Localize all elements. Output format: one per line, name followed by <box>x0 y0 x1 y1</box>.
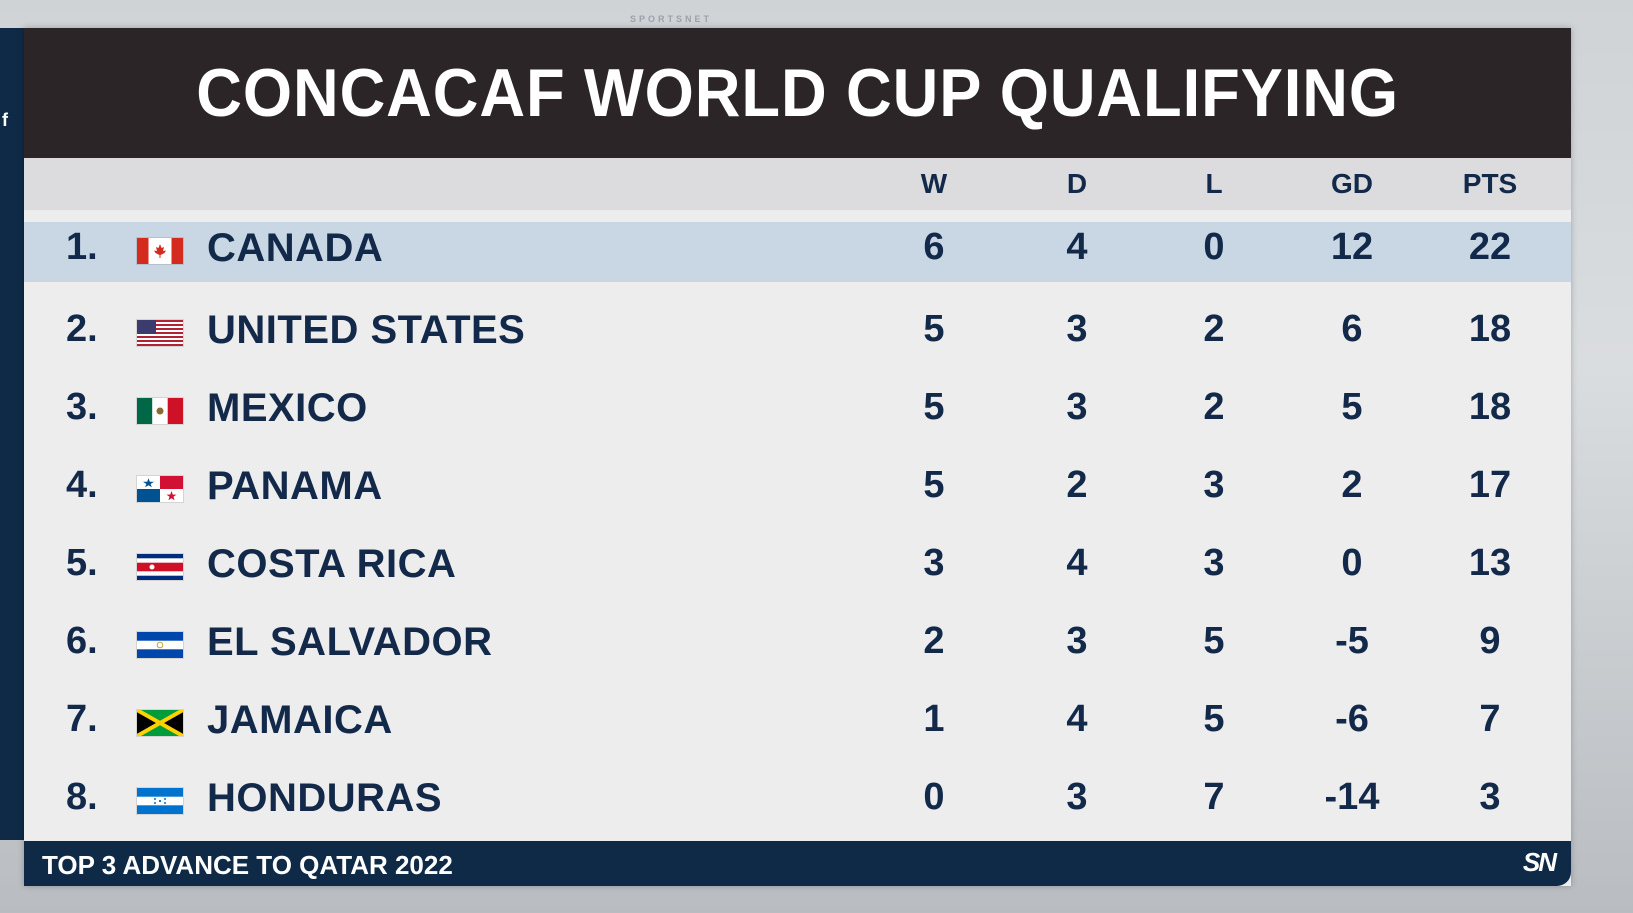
team-points: 9 <box>1479 620 1501 662</box>
team-rank: 6. <box>66 620 98 662</box>
column-header-l: L <box>1205 168 1223 199</box>
team-name: CANADA <box>207 226 384 270</box>
table-row: 7. JAMAICA 1 4 5 -6 7 <box>24 690 1571 768</box>
panama-flag-icon <box>137 476 183 502</box>
team-name: MEXICO <box>207 386 368 430</box>
team-points: 3 <box>1479 776 1501 818</box>
team-goal-difference: 12 <box>1330 226 1374 268</box>
team-draws: 4 <box>1066 698 1088 740</box>
team-rank: 1. <box>66 226 98 268</box>
team-wins: 5 <box>923 308 945 350</box>
team-goal-difference: -6 <box>1335 698 1369 740</box>
team-losses: 5 <box>1203 698 1225 740</box>
column-header-d: D <box>1066 168 1088 199</box>
honduras-flag-icon <box>137 788 183 814</box>
table-row: 3. MEXICO 5 3 2 5 18 <box>24 378 1571 456</box>
team-name: HONDURAS <box>207 776 443 820</box>
team-name: JAMAICA <box>207 698 393 742</box>
usa-flag-icon <box>137 320 183 346</box>
page-title: CONCACAF WORLD CUP QUALIFYING <box>196 55 1399 131</box>
team-wins: 5 <box>923 386 945 428</box>
sn-logo: SN <box>1522 847 1557 877</box>
jamaica-flag-icon <box>137 710 183 736</box>
team-wins: 5 <box>923 464 945 506</box>
team-draws: 2 <box>1066 464 1088 506</box>
team-name: COSTA RICA <box>207 542 457 586</box>
footer-note: TOP 3 ADVANCE TO QATAR 2022 <box>42 850 453 880</box>
team-losses: 0 <box>1203 226 1225 268</box>
table-row: 6. EL SALVADOR 2 3 5 -5 9 <box>24 612 1571 690</box>
team-name: UNITED STATES <box>207 308 526 352</box>
watermark: SPORTSNET <box>630 14 713 24</box>
team-losses: 2 <box>1203 386 1225 428</box>
team-wins: 1 <box>923 698 945 740</box>
left-side-panel: f <box>0 28 24 840</box>
table-row: 4. PANAMA 5 2 3 2 17 <box>24 456 1571 534</box>
team-points: 22 <box>1468 226 1512 268</box>
team-rank: 7. <box>66 698 98 740</box>
standings-table: 1. CANADA 6 4 0 12 22 2. <box>24 222 1571 846</box>
team-points: 13 <box>1468 542 1512 584</box>
team-wins: 3 <box>923 542 945 584</box>
team-wins: 0 <box>923 776 945 818</box>
title-bar: CONCACAF WORLD CUP QUALIFYING <box>24 28 1571 158</box>
table-row: 8. HONDURAS 0 3 7 -14 3 <box>24 768 1571 846</box>
team-rank: 3. <box>66 386 98 428</box>
team-points: 17 <box>1468 464 1512 506</box>
team-draws: 3 <box>1066 308 1088 350</box>
standings-board: CONCACAF WORLD CUP QUALIFYING W D L GD P… <box>24 28 1571 886</box>
table-row: 1. CANADA 6 4 0 12 22 <box>24 222 1571 282</box>
team-draws: 3 <box>1066 776 1088 818</box>
team-losses: 3 <box>1203 464 1225 506</box>
team-rank: 5. <box>66 542 98 584</box>
costa-rica-flag-icon <box>137 554 183 580</box>
team-draws: 3 <box>1066 620 1088 662</box>
team-losses: 5 <box>1203 620 1225 662</box>
team-goal-difference: 5 <box>1341 386 1363 428</box>
team-points: 7 <box>1479 698 1501 740</box>
team-name: PANAMA <box>207 464 383 508</box>
team-goal-difference: -5 <box>1335 620 1369 662</box>
team-losses: 3 <box>1203 542 1225 584</box>
team-goal-difference: 0 <box>1341 542 1363 584</box>
column-header-pts: PTS <box>1462 168 1518 199</box>
column-header-gd: GD <box>1331 168 1373 199</box>
column-header-w: W <box>920 168 948 199</box>
team-goal-difference: 6 <box>1341 308 1363 350</box>
team-losses: 2 <box>1203 308 1225 350</box>
team-draws: 4 <box>1066 226 1088 268</box>
mexico-flag-icon <box>137 398 183 424</box>
el-salvador-flag-icon <box>137 632 183 658</box>
team-goal-difference: -14 <box>1324 776 1380 818</box>
team-wins: 2 <box>923 620 945 662</box>
footer-bar: TOP 3 ADVANCE TO QATAR 2022 SN <box>24 841 1571 886</box>
table-row: 2. UNITED STATES 5 3 2 6 18 <box>24 300 1571 378</box>
team-losses: 7 <box>1203 776 1225 818</box>
team-rank: 4. <box>66 464 98 506</box>
team-points: 18 <box>1468 386 1512 428</box>
team-draws: 4 <box>1066 542 1088 584</box>
team-name: EL SALVADOR <box>207 620 493 664</box>
team-rank: 8. <box>66 776 98 818</box>
left-strip-letter: f <box>2 110 8 130</box>
team-points: 18 <box>1468 308 1512 350</box>
team-rank: 2. <box>66 308 98 350</box>
canada-flag-icon <box>137 238 183 264</box>
table-row: 5. COSTA RICA 3 4 3 0 13 <box>24 534 1571 612</box>
team-goal-difference: 2 <box>1341 464 1363 506</box>
column-header-row: W D L GD PTS <box>24 158 1571 210</box>
team-wins: 6 <box>923 226 945 268</box>
team-draws: 3 <box>1066 386 1088 428</box>
